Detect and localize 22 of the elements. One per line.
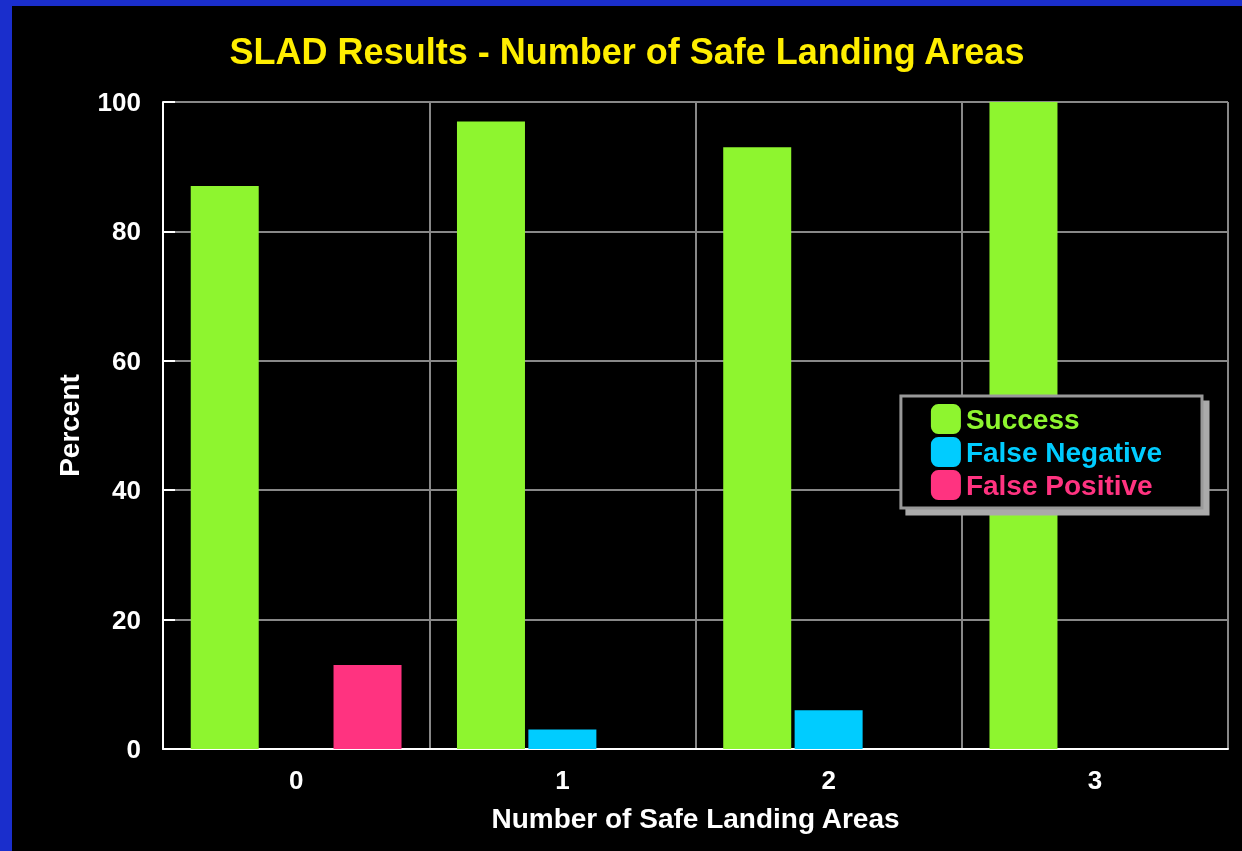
bar (333, 664, 402, 749)
legend-label: False Negative (965, 436, 1163, 468)
y-tick-label: 0 (126, 734, 141, 764)
y-axis-title: Percent (53, 374, 85, 477)
y-tick-label: 40 (112, 475, 141, 506)
x-axis-title: Number of Safe Landing Areas (491, 802, 900, 834)
legend-label: Success (965, 403, 1080, 435)
legend-label: False Positive (965, 469, 1153, 501)
y-tick-label: 60 (112, 345, 141, 376)
bar (794, 710, 863, 749)
y-tick-label: 100 (97, 87, 141, 117)
x-tick-label: 0 (288, 765, 304, 795)
x-tick-label: 1 (555, 765, 570, 795)
y-tick-label: 80 (112, 216, 141, 247)
y-tick-label: 20 (112, 604, 141, 635)
bar (190, 186, 259, 749)
bar (723, 147, 792, 749)
bar (528, 729, 597, 749)
x-tick-label: 2 (821, 765, 836, 795)
x-tick-label: 3 (1087, 765, 1103, 795)
chart-title: SLAD Results - Number of Safe Landing Areas (229, 30, 1025, 72)
bar (456, 121, 525, 749)
